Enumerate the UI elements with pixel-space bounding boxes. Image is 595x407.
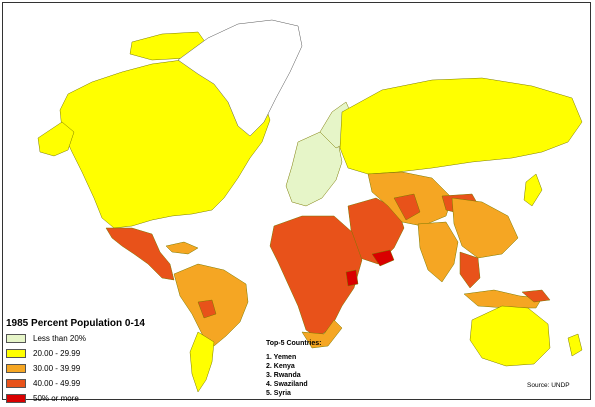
top5-item: 5. Syria bbox=[266, 390, 291, 397]
region-japan bbox=[523, 173, 543, 207]
region-south-africa bbox=[301, 319, 343, 349]
region-russia bbox=[339, 77, 583, 175]
top5-box: Top-5 Countries: 1. Yemen 2. Kenya 3. Rw… bbox=[266, 340, 321, 398]
map-legend: 1985 Percent Population 0-14 Less than 2… bbox=[6, 318, 196, 407]
top5-title: Top-5 Countries: bbox=[266, 340, 322, 347]
region-south-asia bbox=[417, 221, 459, 283]
region-afghanistan bbox=[393, 193, 421, 221]
map-title: 1985 Percent Population 0-14 bbox=[6, 318, 145, 329]
region-china bbox=[451, 197, 519, 259]
top5-item: 2. Kenya bbox=[266, 363, 295, 370]
region-yemen bbox=[371, 249, 395, 267]
region-mexico-central-america bbox=[105, 227, 175, 281]
legend-swatch-40-49 bbox=[6, 378, 26, 388]
region-new-zealand bbox=[567, 333, 583, 357]
region-alaska bbox=[37, 121, 75, 157]
top5-item: 3. Rwanda bbox=[266, 372, 301, 379]
region-caribbean bbox=[165, 241, 199, 255]
region-south-america-south bbox=[189, 331, 215, 393]
source-note: Source: UNDP bbox=[527, 382, 570, 389]
legend-item: 20.00 - 29.99 bbox=[6, 347, 196, 359]
region-greenland bbox=[177, 19, 303, 137]
legend-swatch-50-plus bbox=[6, 393, 26, 403]
world-map bbox=[37, 19, 583, 393]
top5-list: 1. Yemen 2. Kenya 3. Rwanda 4. Swaziland… bbox=[266, 353, 321, 398]
legend-label: 30.00 - 39.99 bbox=[33, 363, 81, 373]
legend-item: Less than 20% bbox=[6, 332, 196, 344]
legend-label: 50% or more bbox=[33, 393, 79, 403]
region-bolivia bbox=[197, 299, 217, 319]
legend-label: 20.00 - 29.99 bbox=[33, 348, 81, 358]
region-kenya bbox=[345, 269, 359, 287]
legend-swatch-30-39 bbox=[6, 363, 26, 373]
legend-label: 40.00 - 49.99 bbox=[33, 378, 81, 388]
legend-item: 50% or more bbox=[6, 392, 196, 404]
top5-item: 4. Swaziland bbox=[266, 381, 308, 388]
legend-label: Less than 20% bbox=[33, 333, 86, 343]
region-indonesia bbox=[463, 289, 543, 309]
region-southeast-asia bbox=[459, 251, 481, 289]
region-papua bbox=[521, 289, 551, 303]
legend-swatch-20-29 bbox=[6, 348, 26, 358]
legend-item: 30.00 - 39.99 bbox=[6, 362, 196, 374]
region-australia bbox=[469, 305, 551, 367]
top5-item: 1. Yemen bbox=[266, 354, 297, 361]
legend-item: 40.00 - 49.99 bbox=[6, 377, 196, 389]
legend-swatch-less-than-20 bbox=[6, 333, 26, 343]
